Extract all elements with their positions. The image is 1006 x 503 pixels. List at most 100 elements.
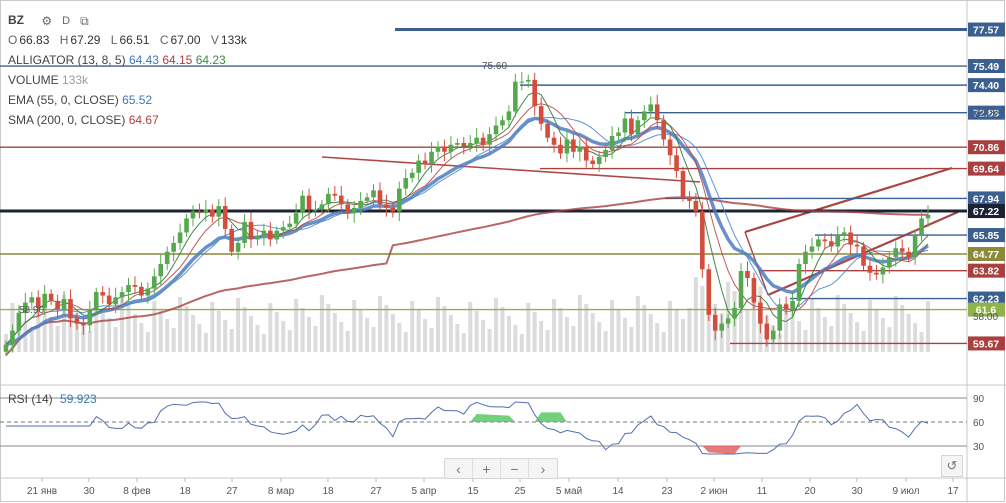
gear-icon[interactable]: ⚙ (41, 13, 53, 28)
volume-bar (107, 318, 112, 352)
volume-bar (113, 327, 118, 352)
volume-bar (435, 297, 440, 352)
x-tick-label: 8 мар (268, 486, 295, 497)
candle-body (203, 209, 209, 214)
candle-body (687, 197, 692, 201)
zoom-out-button[interactable]: − (501, 459, 529, 478)
level-price-tag (968, 291, 1005, 306)
scroll-left-button[interactable]: ‹ (445, 459, 473, 478)
rsi-legend[interactable]: RSI (14) 59.923 (8, 392, 97, 406)
volume-bar (300, 308, 305, 352)
level-price-label: 61.6 (976, 305, 997, 317)
candle-body (816, 239, 821, 247)
reset-icon[interactable]: ↺ (941, 455, 963, 477)
zoom-in-button[interactable]: + (473, 459, 501, 478)
level-price-label: 75.49 (973, 61, 999, 73)
new-window-icon[interactable]: ⧉ (80, 13, 89, 28)
candle-body (745, 271, 750, 279)
volume-bar (571, 326, 576, 352)
volume-bar (287, 330, 292, 352)
level-price-label: 59.67 (973, 338, 999, 350)
volume-bar (590, 313, 595, 352)
scroll-right-button[interactable]: › (540, 460, 546, 477)
candle-body (822, 239, 828, 242)
candle-body (880, 267, 886, 275)
volume-bar (377, 296, 382, 352)
volume-bar (178, 297, 183, 352)
candle-body (248, 221, 254, 240)
candle-body (467, 143, 473, 147)
volume-bar (416, 310, 421, 352)
y-axis: 72.00 58.00 (973, 108, 998, 323)
level-price-tag (968, 302, 1005, 317)
volume-bar (622, 318, 627, 352)
candle-body (268, 230, 273, 240)
volume-bar (487, 329, 492, 352)
volume-bar (848, 313, 853, 352)
x-tick-label: 17 (947, 486, 959, 497)
candle-body (184, 218, 189, 233)
high-label: H (59, 33, 69, 47)
rsi-oversold-fill (702, 446, 742, 454)
volume-bar (803, 330, 808, 352)
alligator-lips-line (5, 91, 929, 346)
trend-lines (321, 156, 959, 297)
volume-bar (307, 317, 312, 352)
candle-body (629, 118, 634, 135)
volume-bar (616, 309, 621, 352)
candle-body (409, 172, 415, 179)
volume-bar (203, 333, 208, 352)
candle-body (164, 251, 170, 264)
rsi-line (6, 401, 929, 455)
indicator-alligator[interactable]: ALLIGATOR (13, 8, 5) 64.43 64.15 64.23 (8, 50, 254, 70)
candle-body (506, 111, 512, 121)
volume-bar (706, 295, 711, 352)
volume-bar (268, 303, 273, 352)
candle-body (177, 232, 183, 243)
indicator-volume[interactable]: VOLUME 133k (8, 70, 254, 90)
open-value: 66.83 (19, 33, 50, 47)
indicator-name: ALLIGATOR (13, 8, 5) (8, 53, 126, 67)
candle-body (712, 314, 718, 331)
indicator-sma[interactable]: SMA (200, 0, CLOSE) 64.67 (8, 110, 254, 130)
volume-bar (390, 314, 395, 352)
volume-bar (558, 308, 563, 352)
indicator-ema[interactable]: EMA (55, 0, CLOSE) 65.52 (8, 90, 254, 110)
candle-body (119, 292, 125, 298)
candle-body (583, 146, 589, 161)
candle-body (919, 218, 924, 236)
volume-label: V (210, 33, 219, 47)
volume-bar (867, 300, 872, 352)
price-tick-label: 58.00 (973, 312, 998, 323)
candle-body (313, 209, 318, 211)
candle-body (609, 135, 615, 151)
candle-body (461, 143, 467, 147)
candle-body (319, 204, 325, 210)
candle-body (642, 111, 647, 121)
interval-label[interactable]: D (62, 14, 71, 27)
volume-bar (500, 307, 505, 352)
volume-bar (145, 332, 150, 352)
candle-body (906, 251, 911, 257)
candle-body (126, 285, 131, 293)
volume-bar (519, 334, 524, 352)
candle-body (158, 264, 164, 277)
candle-body (390, 207, 396, 212)
low-annotation: 58.90 (19, 305, 44, 316)
candle-body (654, 104, 660, 121)
candle-body (197, 211, 202, 214)
volume-bar (455, 324, 460, 352)
candlesticks (3, 71, 931, 357)
level-price-label: 77.57 (973, 25, 999, 37)
candle-body (532, 79, 537, 107)
candle-body (680, 171, 686, 198)
candle-body (16, 313, 22, 331)
x-tick-label: 25 (514, 486, 526, 497)
volume-bar (629, 327, 634, 352)
candle-body (300, 195, 305, 214)
symbol-label[interactable]: BZ (8, 13, 24, 27)
candle-body (371, 190, 376, 198)
candle-body (171, 242, 176, 252)
candle-body (603, 150, 608, 158)
